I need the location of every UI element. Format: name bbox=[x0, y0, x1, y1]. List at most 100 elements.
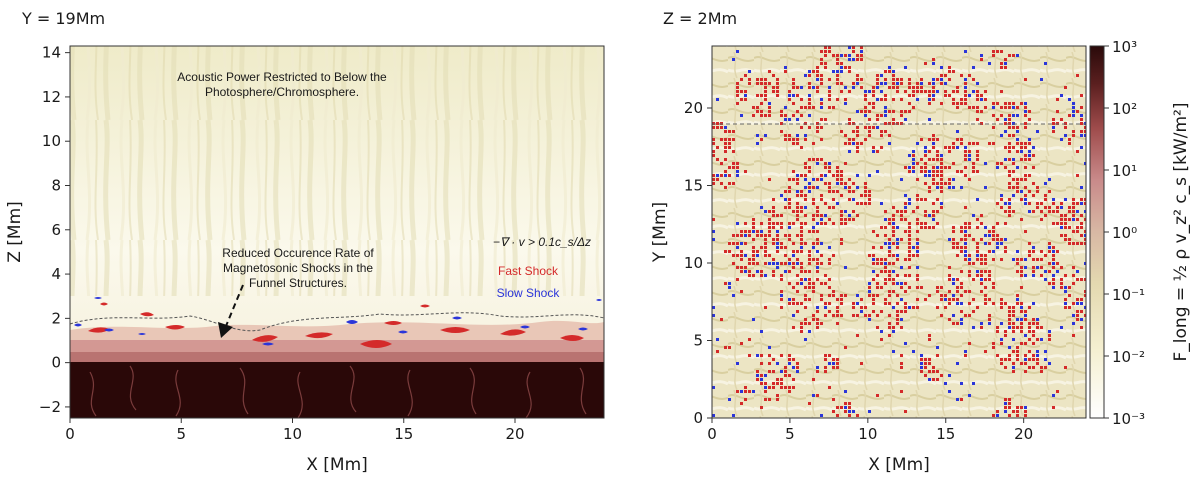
fast-shock-pixel bbox=[880, 146, 883, 149]
fast-shock-pixel bbox=[900, 78, 903, 81]
slow-shock-pixel bbox=[968, 394, 971, 397]
fast-shock-pixel bbox=[948, 66, 951, 69]
fast-shock-pixel bbox=[884, 98, 887, 101]
fast-shock-pixel bbox=[1020, 218, 1023, 221]
fast-shock-pixel bbox=[944, 294, 947, 297]
slow-shock-pixel bbox=[712, 238, 715, 241]
slow-shock-pixel bbox=[816, 162, 819, 165]
slow-shock-pixel bbox=[1060, 206, 1063, 209]
fast-shock-pixel bbox=[924, 154, 927, 157]
fast-shock-pixel bbox=[964, 90, 967, 93]
fast-shock-pixel bbox=[820, 102, 823, 105]
fast-shock-pixel bbox=[800, 270, 803, 273]
fast-shock-pixel bbox=[948, 78, 951, 81]
fast-shock-pixel bbox=[820, 222, 823, 225]
fast-shock-pixel bbox=[1020, 310, 1023, 313]
fast-shock-pixel bbox=[836, 74, 839, 77]
fast-shock-pixel bbox=[908, 250, 911, 253]
fast-shock-pixel bbox=[960, 238, 963, 241]
fast-shock-pixel bbox=[800, 146, 803, 149]
fast-shock-pixel bbox=[940, 186, 943, 189]
fast-shock-pixel bbox=[832, 366, 835, 369]
slow-shock-pixel bbox=[740, 242, 743, 245]
fast-shock-pixel bbox=[992, 286, 995, 289]
fast-shock-pixel bbox=[904, 210, 907, 213]
fast-shock-pixel bbox=[760, 138, 763, 141]
fast-shock-pixel bbox=[888, 110, 891, 113]
fast-shock-pixel bbox=[752, 262, 755, 265]
slow-shock-pixel bbox=[844, 406, 847, 409]
fast-shock-pixel bbox=[1080, 94, 1083, 97]
fast-shock-pixel bbox=[976, 306, 979, 309]
fast-shock-pixel bbox=[1056, 250, 1059, 253]
fast-shock-pixel bbox=[776, 90, 779, 93]
fast-shock-pixel bbox=[988, 314, 991, 317]
fast-shock-pixel bbox=[980, 262, 983, 265]
slow-shock-pixel bbox=[1048, 246, 1051, 249]
slow-shock-pixel bbox=[1012, 106, 1015, 109]
fast-shock-pixel bbox=[960, 282, 963, 285]
fast-shock-pixel bbox=[1076, 110, 1079, 113]
fast-shock-pixel bbox=[772, 242, 775, 245]
fast-shock-pixel bbox=[840, 314, 843, 317]
slow-shock-pixel bbox=[804, 178, 807, 181]
slow-shock-pixel bbox=[836, 202, 839, 205]
fast-shock-pixel bbox=[1008, 354, 1011, 357]
fast-shock-pixel bbox=[792, 170, 795, 173]
fast-shock-pixel bbox=[744, 266, 747, 269]
fast-shock-pixel bbox=[960, 294, 963, 297]
fast-shock-blob bbox=[440, 327, 470, 333]
slow-shock-pixel bbox=[952, 282, 955, 285]
fast-shock-pixel bbox=[964, 174, 967, 177]
fast-shock-pixel bbox=[932, 58, 935, 61]
fast-shock-pixel bbox=[820, 298, 823, 301]
fast-shock-pixel bbox=[764, 86, 767, 89]
fast-shock-pixel bbox=[1020, 322, 1023, 325]
fast-shock-pixel bbox=[844, 346, 847, 349]
fast-shock-pixel bbox=[1020, 406, 1023, 409]
slow-shock-pixel bbox=[1004, 410, 1007, 413]
slow-shock-pixel bbox=[912, 162, 915, 165]
fast-shock-pixel bbox=[1072, 282, 1075, 285]
fast-shock-pixel bbox=[1024, 410, 1027, 413]
fast-shock-pixel bbox=[792, 210, 795, 213]
slow-shock-pixel bbox=[872, 150, 875, 153]
fast-shock-pixel bbox=[768, 222, 771, 225]
x-tick-label: 10 bbox=[858, 425, 877, 443]
slow-shock-pixel bbox=[796, 118, 799, 121]
slow-shock-pixel bbox=[932, 218, 935, 221]
fast-shock-pixel bbox=[964, 238, 967, 241]
fast-shock-pixel bbox=[844, 182, 847, 185]
slow-shock-pixel bbox=[1084, 262, 1086, 265]
fast-shock-pixel bbox=[764, 234, 767, 237]
fast-shock-pixel bbox=[984, 258, 987, 261]
slow-shock-pixel bbox=[744, 94, 747, 97]
fast-shock-pixel bbox=[1024, 310, 1027, 313]
fast-shock-pixel bbox=[808, 250, 811, 253]
slow-shock-pixel bbox=[844, 102, 847, 105]
slow-shock-pixel bbox=[1036, 318, 1039, 321]
fast-shock-pixel bbox=[1020, 362, 1023, 365]
fast-shock-pixel bbox=[948, 318, 951, 321]
slow-shock-pixel bbox=[900, 298, 903, 301]
slow-shock-pixel bbox=[1024, 266, 1027, 269]
slow-shock-pixel bbox=[964, 250, 967, 253]
fast-shock-pixel bbox=[1036, 190, 1039, 193]
fast-shock-pixel bbox=[840, 294, 843, 297]
fast-shock-pixel bbox=[976, 106, 979, 109]
slow-shock-pixel bbox=[732, 414, 735, 417]
fast-shock-pixel bbox=[820, 126, 823, 129]
x-tick-label: 15 bbox=[394, 425, 413, 443]
slow-shock-pixel bbox=[968, 158, 971, 161]
slow-shock-pixel bbox=[816, 306, 819, 309]
fast-shock-blob bbox=[100, 302, 108, 306]
fast-shock-pixel bbox=[760, 82, 763, 85]
fast-shock-pixel bbox=[1008, 158, 1011, 161]
slow-shock-pixel bbox=[736, 170, 739, 173]
fast-shock-pixel bbox=[828, 386, 831, 389]
fast-shock-pixel bbox=[780, 382, 783, 385]
fast-shock-pixel bbox=[904, 302, 907, 305]
slow-shock-pixel bbox=[788, 298, 791, 301]
fast-shock-pixel bbox=[880, 310, 883, 313]
fast-shock-pixel bbox=[1004, 102, 1007, 105]
